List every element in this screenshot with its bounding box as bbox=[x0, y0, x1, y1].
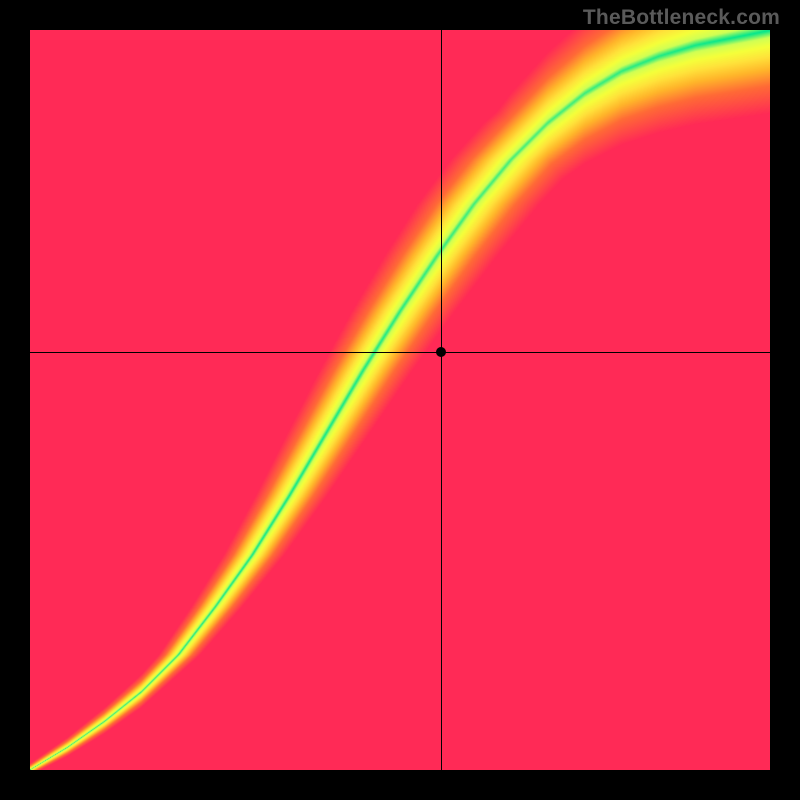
selection-marker bbox=[436, 347, 446, 357]
crosshair-horizontal bbox=[30, 352, 770, 353]
heatmap-canvas bbox=[30, 30, 770, 770]
bottleneck-heatmap bbox=[30, 30, 770, 770]
crosshair-vertical bbox=[441, 30, 442, 770]
watermark: TheBottleneck.com bbox=[583, 6, 780, 30]
